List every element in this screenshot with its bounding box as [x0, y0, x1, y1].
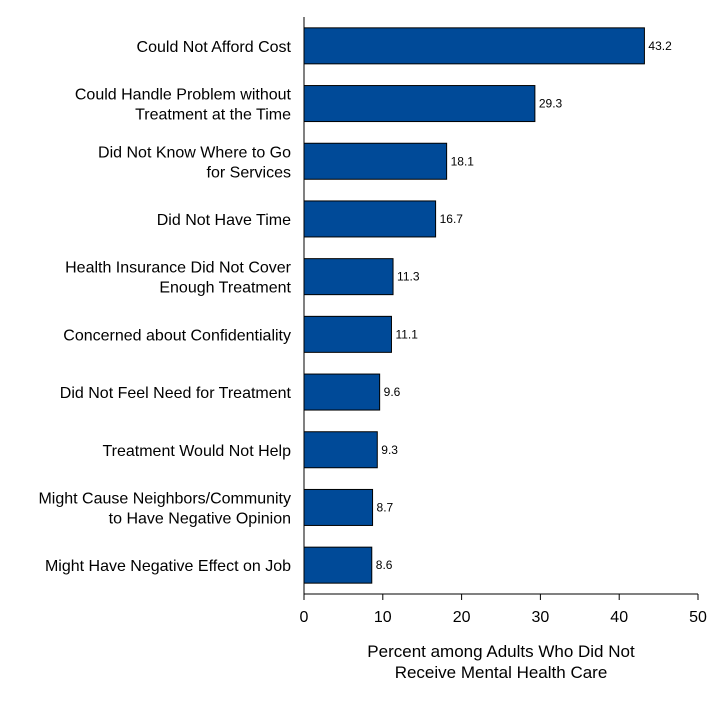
category-label: Could Handle Problem without Treatment at…: [75, 87, 292, 124]
x-tick-label: 30: [532, 609, 550, 626]
category-label-line: Could Handle Problem without: [75, 87, 292, 104]
bar: [303, 258, 394, 296]
category-label-line: Could Not Afford Cost: [137, 39, 292, 56]
x-ticks-layer: 0 10 20 30 40 50: [300, 594, 707, 626]
category-label-line: Treatment at the Time: [135, 107, 291, 124]
bar-value-label: 11.1: [395, 327, 418, 341]
value-labels-layer: 43.2 29.3 18.1 16.7 11.3 11.1 9.6 9.3 8.7 8.6: [376, 39, 672, 572]
category-label-line: Concerned about Confidentiality: [63, 327, 291, 344]
category-label: Did Not Have Time: [157, 212, 291, 229]
bar-value-label: 8.6: [376, 558, 393, 572]
x-axis-title-text: Percent among Adults Who Did Not Receive …: [367, 642, 635, 682]
category-label: Did Not Feel Need for Treatment: [60, 385, 292, 402]
x-tick-label: 50: [689, 609, 707, 626]
axes-layer: [303, 17, 698, 595]
category-label-line: Health Insurance Did Not Cover: [65, 260, 292, 277]
category-label-line: Might Cause Neighbors/Community: [38, 490, 291, 507]
category-label: Concerned about Confidentiality: [63, 327, 291, 344]
category-label: Health Insurance Did Not Cover Enough Tre…: [65, 260, 292, 297]
bar: [303, 142, 448, 180]
category-label: Treatment Would Not Help: [102, 443, 291, 460]
x-axis-title-line: Receive Mental Health Care: [395, 663, 608, 682]
bar: [303, 200, 437, 238]
bar: [303, 373, 381, 411]
category-label-line: to Have Negative Opinion: [109, 510, 291, 527]
category-label-line: Might Have Negative Effect on Job: [45, 558, 291, 575]
bar: [303, 85, 536, 123]
bar: [303, 488, 374, 526]
bar-value-label: 9.3: [381, 443, 398, 457]
category-label: Might Have Negative Effect on Job: [45, 558, 291, 575]
bar: [303, 431, 378, 469]
x-axis-title-line: Percent among Adults Who Did Not: [367, 642, 635, 661]
category-label-line: Did Not Have Time: [157, 212, 291, 229]
category-label-line: Did Not Know Where to Go: [98, 144, 291, 161]
category-labels-layer: Could Not Afford Cost Could Handle Proble…: [38, 39, 291, 575]
category-label-line: Enough Treatment: [159, 280, 291, 297]
bar-value-label: 16.7: [440, 212, 464, 226]
bar: [303, 315, 392, 353]
x-axis-title: Percent among Adults Who Did Not Receive …: [367, 642, 635, 682]
bar-value-label: 9.6: [384, 385, 401, 399]
bar-value-label: 8.7: [377, 500, 394, 514]
category-label-line: Treatment Would Not Help: [102, 443, 291, 460]
bar-value-label: 43.2: [648, 39, 672, 53]
category-label: Did Not Know Where to Go for Services: [98, 144, 291, 181]
x-tick-label: 0: [300, 609, 309, 626]
bars-layer: [303, 27, 645, 584]
x-tick-label: 20: [453, 609, 471, 626]
bar-value-label: 11.3: [397, 270, 420, 284]
category-label-line: Did Not Feel Need for Treatment: [60, 385, 292, 402]
bar-value-label: 29.3: [539, 97, 563, 111]
category-label-line: for Services: [207, 164, 291, 181]
x-tick-label: 40: [610, 609, 628, 626]
category-label: Could Not Afford Cost: [137, 39, 292, 56]
bar: [303, 27, 645, 65]
bar-value-label: 18.1: [451, 154, 475, 168]
x-tick-label: 10: [374, 609, 392, 626]
category-label: Might Cause Neighbors/Community to Have N…: [38, 490, 291, 527]
bar: [303, 546, 373, 584]
